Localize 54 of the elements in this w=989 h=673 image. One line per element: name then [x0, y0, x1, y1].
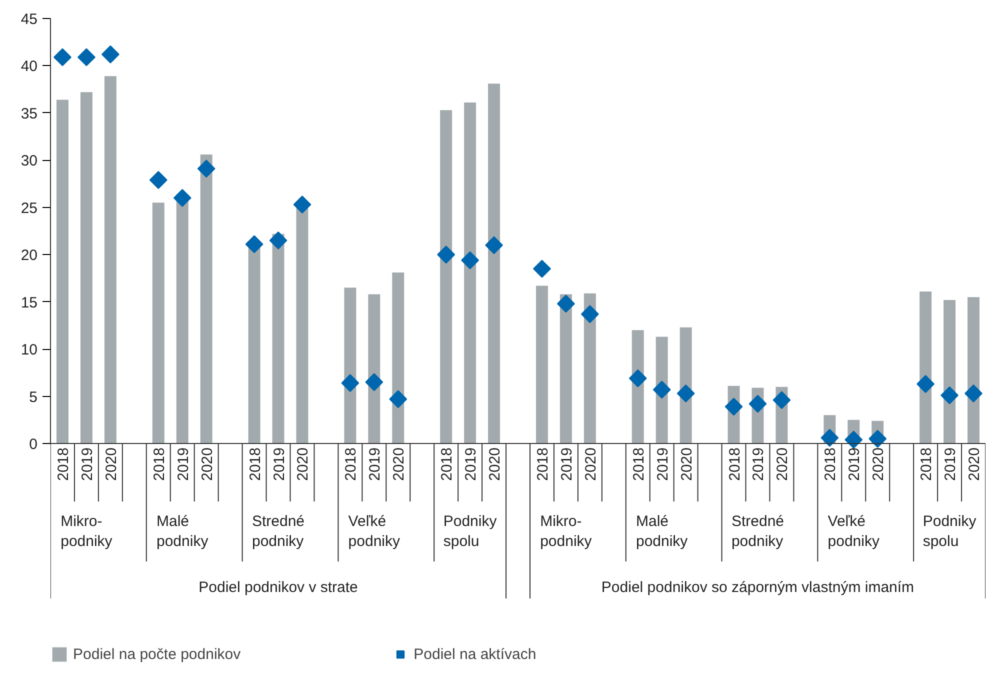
x-tick-label: 2018: [822, 447, 840, 481]
text: Stredné podniky: [731, 512, 784, 550]
legend-label: Podiel na počte podnikov: [73, 646, 241, 662]
x-tick-label: 2019: [270, 447, 288, 481]
x-tick-label: 2020: [294, 447, 312, 481]
x-tick-label: 2018: [150, 447, 168, 481]
text: Mikro- podniky: [540, 512, 592, 550]
x-tick-label: 2018: [54, 447, 72, 481]
y-tick-label: 10: [20, 342, 38, 359]
y-tick-label: 0: [29, 436, 38, 453]
y-tick-label: 20: [20, 247, 38, 264]
y-tick-label: 30: [20, 152, 38, 170]
legend-label: Podiel na aktívach: [414, 646, 536, 662]
text: Stredné podniky: [252, 512, 305, 550]
text: Podiel podnikov v strate: [198, 579, 358, 596]
x-tick-label: 2019: [78, 447, 96, 481]
text: Veľké podniky: [348, 512, 401, 550]
x-tick-label: 2018: [246, 447, 264, 481]
x-tick-label: 2019: [558, 447, 576, 481]
text: Veľké podniky: [828, 512, 880, 550]
y-tick-label: 5: [29, 388, 38, 406]
y-tick-label: 40: [20, 58, 38, 76]
x-tick-label: 2019: [174, 447, 192, 481]
y-tick-label: 35: [20, 105, 38, 122]
text: Malé podniky: [156, 512, 209, 550]
x-tick-label: 2019: [846, 447, 864, 481]
x-tick-label: 2020: [102, 447, 120, 481]
x-tick-label: 2019: [462, 447, 480, 481]
x-tick-label: 2020: [966, 447, 984, 481]
x-tick-label: 2020: [390, 447, 408, 481]
x-tick-label: 2018: [918, 447, 936, 481]
x-tick-label: 2020: [486, 447, 504, 481]
x-tick-label: 2019: [942, 447, 960, 481]
x-tick-label: 2019: [366, 447, 384, 481]
y-tick-label: 25: [20, 200, 38, 217]
x-tick-label: 2018: [630, 447, 648, 481]
x-tick-label: 2018: [534, 447, 552, 481]
text: Podniky spolu: [443, 512, 498, 550]
x-tick-label: 2018: [342, 447, 360, 481]
text: Podniky spolu: [922, 512, 977, 550]
x-tick-label: 2020: [870, 447, 888, 481]
y-tick-label: 15: [20, 294, 38, 312]
text: Malé podniky: [636, 512, 688, 550]
x-tick-label: 2020: [198, 447, 216, 481]
x-tick-label: 2020: [774, 447, 792, 481]
x-tick-label: 2020: [582, 447, 600, 481]
text: Podiel podnikov so záporným vlastným imaním: [601, 579, 914, 596]
x-tick-label: 2018: [438, 447, 456, 481]
x-tick-label: 2019: [654, 447, 672, 481]
x-tick-label: 2018: [726, 447, 744, 481]
x-tick-label: 2020: [678, 447, 696, 481]
y-tick-label: 45: [20, 11, 38, 28]
text: Mikro- podniky: [60, 512, 113, 550]
x-tick-label: 2019: [750, 447, 768, 481]
